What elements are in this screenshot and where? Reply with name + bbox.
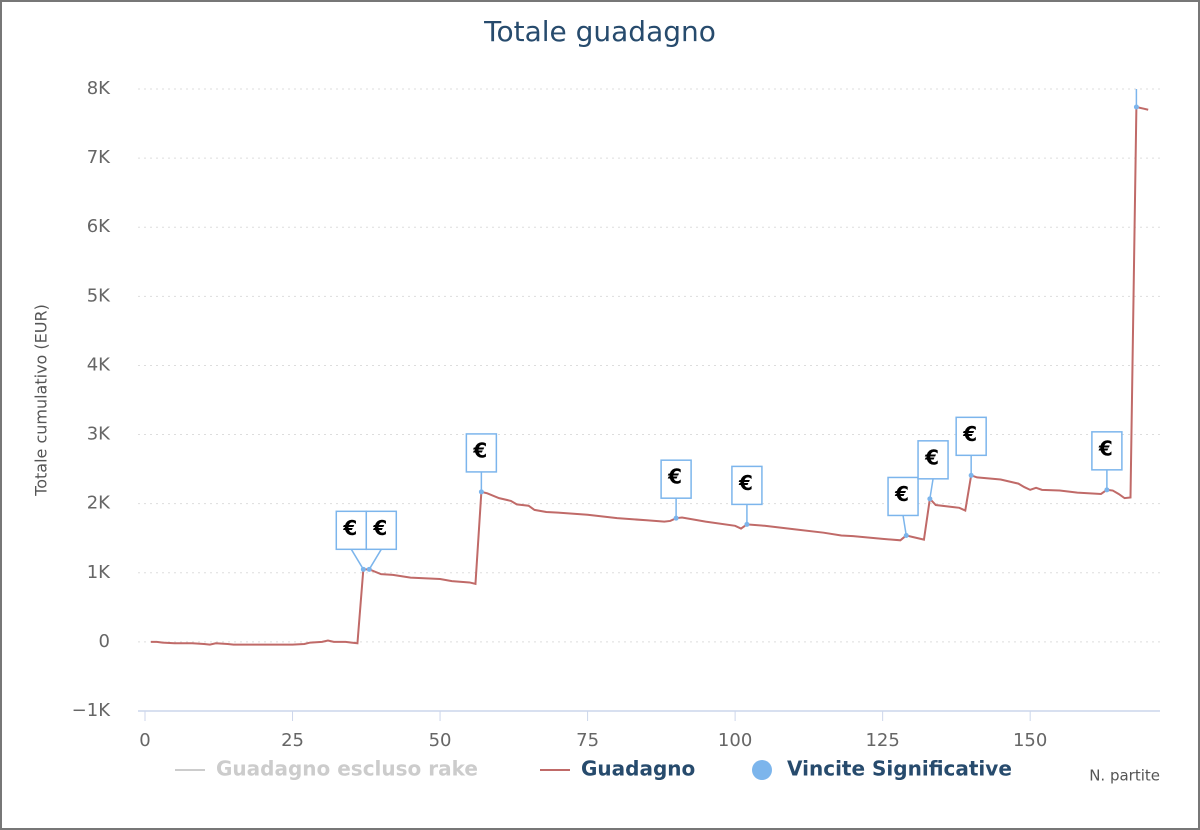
legend-symbol	[752, 760, 772, 780]
x-tick-label: 150	[1013, 730, 1047, 751]
y-tick-label: 2K	[87, 493, 111, 514]
flag-label: €	[472, 438, 487, 462]
y-tick-label: 5K	[87, 285, 111, 306]
flag-box	[1091, 431, 1123, 471]
flag-point	[366, 566, 372, 572]
flag-box	[465, 433, 498, 473]
y-tick-label: 3K	[87, 424, 111, 445]
flag-box	[887, 476, 919, 517]
flag-label: €	[1098, 436, 1113, 460]
flag-connector	[368, 548, 382, 570]
chart-title: Totale guadagno	[483, 15, 716, 48]
y-tick-label: 1K	[87, 562, 111, 583]
flag-point	[673, 515, 679, 521]
flag-point	[927, 496, 933, 502]
legend-label[interactable]: Guadagno escluso rake	[216, 757, 478, 781]
flag-point	[968, 472, 974, 478]
flag-box	[955, 416, 987, 457]
flag-connector	[929, 478, 934, 499]
flag-point	[360, 566, 366, 572]
x-tick-label: 125	[865, 730, 899, 751]
y-tick-label: −1K	[72, 700, 112, 721]
flag-box	[731, 465, 763, 506]
flag-connector	[902, 515, 907, 536]
flag-box	[365, 510, 398, 551]
flag-label: €	[667, 465, 682, 489]
flag-box	[917, 440, 949, 480]
flag-point	[478, 489, 484, 495]
y-tick-label: 7K	[87, 147, 111, 168]
x-tick-label: 100	[718, 730, 752, 751]
x-tick-label: 75	[576, 730, 599, 751]
flags: €€€€€€€€€€	[335, 89, 1139, 572]
flag-label: €	[738, 471, 753, 495]
flag-point	[903, 532, 909, 538]
y-tick-label: 6K	[87, 216, 111, 237]
flag-label: €	[894, 482, 909, 506]
flag-label: €	[342, 516, 357, 540]
flag-label: €	[962, 422, 977, 446]
x-axis-title: N. partite	[1089, 767, 1160, 785]
flag-point	[1104, 487, 1110, 493]
y-tick-label: 0	[99, 631, 110, 652]
legend-label[interactable]: Vincite Significative	[787, 757, 1012, 781]
x-tick-label: 0	[139, 730, 150, 751]
y-axis-title: Totale cumulativo (EUR)	[32, 304, 51, 497]
flag-label: €	[924, 445, 939, 469]
y-tick-label: 4K	[87, 354, 111, 375]
legend-label[interactable]: Guadagno	[581, 757, 695, 781]
flag-point	[1133, 104, 1139, 110]
flag-label: €	[372, 516, 387, 540]
series-line	[150, 105, 1149, 646]
y-tick-label: 8K	[87, 78, 111, 99]
flag-box	[660, 459, 692, 499]
flag-connector	[350, 548, 364, 570]
x-tick-label: 50	[429, 730, 452, 751]
x-tick-label: 25	[281, 730, 304, 751]
flag-point	[744, 521, 750, 527]
